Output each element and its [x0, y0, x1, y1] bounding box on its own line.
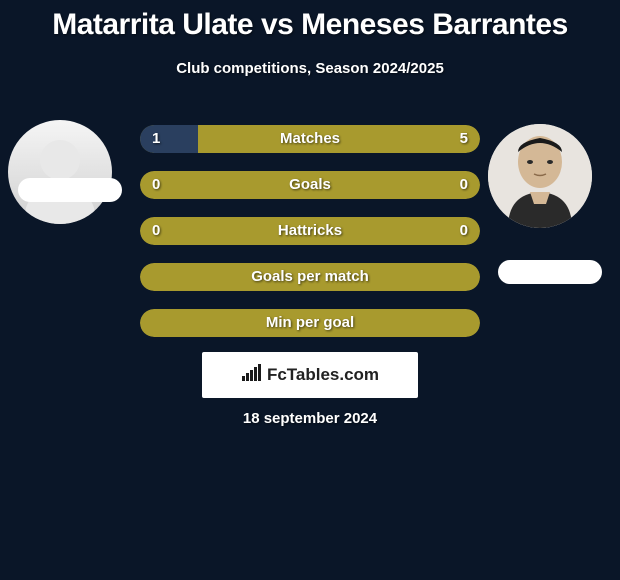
stat-row: Matches1 5: [140, 125, 480, 153]
stat-label: Matches: [140, 125, 480, 153]
stat-row: Min per goal: [140, 309, 480, 337]
logo-text: FcTables.com: [267, 365, 379, 385]
date-text: 18 september 2024: [0, 410, 620, 427]
stat-row: Goals0 0: [140, 171, 480, 199]
player-right-avatar: [488, 124, 592, 228]
stat-value-right: 0: [460, 171, 468, 199]
stat-row: Hattricks0 0: [140, 217, 480, 245]
stat-value-left: 0: [152, 171, 160, 199]
stat-row: Goals per match: [140, 263, 480, 291]
chart-icon: [241, 364, 263, 387]
logo: FcTables.com: [241, 364, 379, 387]
person-icon: [8, 120, 112, 224]
stat-label: Hattricks: [140, 217, 480, 245]
stat-label: Goals: [140, 171, 480, 199]
player-left-avatar: [8, 120, 112, 224]
subtitle: Club competitions, Season 2024/2025: [0, 60, 620, 77]
stats-container: Matches15Goals00Hattricks00Goals per mat…: [140, 125, 480, 355]
stat-label: Goals per match: [140, 263, 480, 291]
stat-value-right: 5: [460, 125, 468, 153]
stat-label: Min per goal: [140, 309, 480, 337]
player-right-badge: [498, 260, 602, 284]
stat-value-left: 1: [152, 125, 160, 153]
stat-value-left: 0: [152, 217, 160, 245]
logo-box: FcTables.com: [202, 352, 418, 398]
player-left-badge: [18, 178, 122, 202]
stat-value-right: 0: [460, 217, 468, 245]
person-photo-icon: [488, 124, 592, 228]
page-title: Matarrita Ulate vs Meneses Barrantes: [0, 0, 620, 42]
